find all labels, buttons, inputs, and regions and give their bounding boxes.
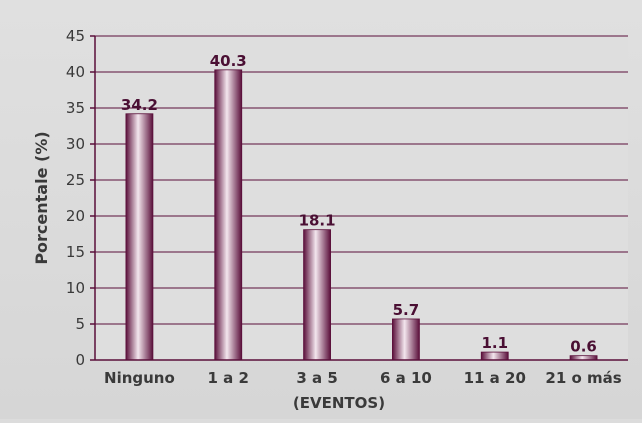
- data-label: 0.6: [570, 338, 597, 356]
- labels-group: 34.2 Ninguno 40.3 1 a 2 18.1 3 a 5 5.7 6 a 10 1.…: [104, 52, 622, 387]
- y-tick-label: 10: [66, 279, 85, 297]
- x-tick-label: 1 a 2: [208, 369, 249, 387]
- y-tick-label: 25: [66, 171, 85, 189]
- gridlines: [95, 35, 628, 325]
- bar: [303, 229, 331, 361]
- x-tick-label: Ninguno: [104, 369, 175, 387]
- y-axis-title: Porcentale (%): [32, 131, 51, 264]
- y-tick-label: 30: [66, 135, 85, 153]
- y-tick-label: 40: [66, 63, 85, 81]
- bar: [392, 318, 420, 361]
- data-label: 34.2: [121, 96, 158, 114]
- x-tick-label: 11 a 20: [464, 369, 526, 387]
- x-tick-label: 21 o más: [545, 369, 621, 387]
- data-label: 40.3: [210, 52, 247, 70]
- x-tick-label: 6 a 10: [380, 369, 432, 387]
- y-tick-label: 5: [75, 315, 85, 333]
- bar: [125, 113, 154, 361]
- y-tick-label: 0: [75, 351, 85, 369]
- bar: [480, 351, 509, 361]
- y-tick-label: 20: [66, 207, 85, 225]
- y-tick-label: 45: [66, 27, 85, 45]
- y-tick-label: 35: [66, 99, 85, 117]
- y-tick-label: 15: [66, 243, 85, 261]
- x-tick-label: 3 a 5: [296, 369, 337, 387]
- bars-group: [125, 69, 598, 361]
- plot-area: [95, 36, 628, 360]
- bar: [214, 69, 243, 361]
- x-axis-title: (EVENTOS): [293, 394, 385, 412]
- data-label: 5.7: [393, 301, 420, 319]
- data-label: 18.1: [299, 212, 336, 230]
- axes-group: 0 5 10 15 20 25 30 35 40 45: [66, 27, 628, 369]
- data-label: 1.1: [481, 334, 508, 352]
